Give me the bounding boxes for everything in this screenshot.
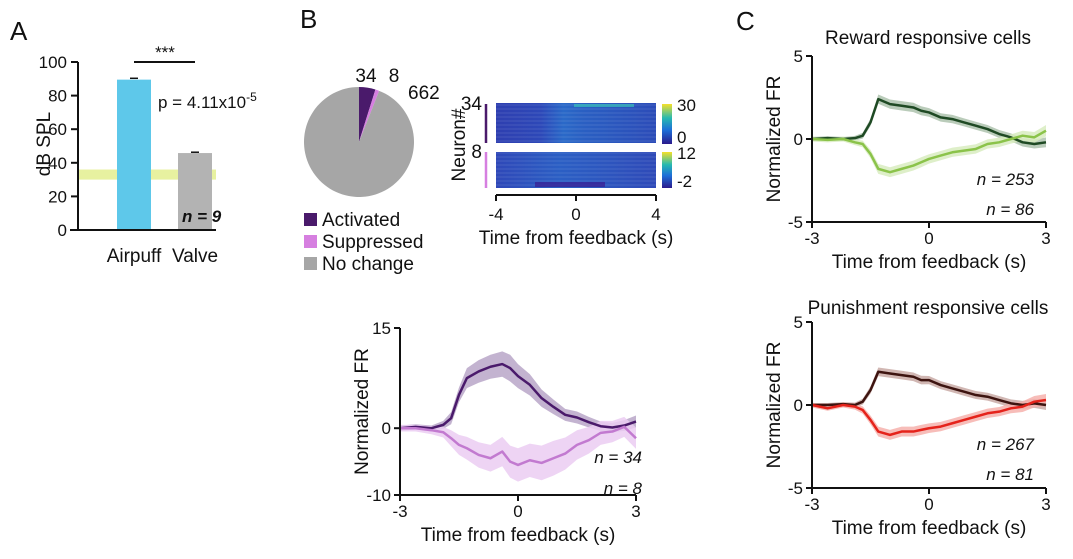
p-value-base: p = 4.11x10 [158, 93, 246, 112]
series-label: n = 34 [594, 448, 642, 467]
legend-swatch [304, 213, 317, 226]
bar-airpuff [117, 79, 151, 230]
y-tick-label: 60 [48, 120, 67, 139]
series-label: n = 8 [604, 479, 643, 498]
y-tick-label: 40 [48, 154, 67, 173]
y-axis-label: Normalized FR [764, 342, 785, 469]
y-tick-label: -10 [366, 486, 391, 505]
x-tick-label: -3 [804, 229, 819, 248]
panel-letter-b: B [300, 4, 317, 34]
x-tick-label: -3 [392, 502, 407, 521]
sem-band-0 [400, 351, 636, 433]
y-tick-label: -5 [788, 479, 803, 498]
y-tick-label: 5 [794, 47, 803, 66]
heatmap-texture [496, 103, 656, 143]
significance-stars: *** [155, 43, 175, 62]
heatmap-dip [535, 182, 605, 187]
y-tick-label: 20 [48, 187, 67, 206]
panel-c-reward-plot: n = 253 n = 86 5 0 -5-3 0 3 Time from feedback … [764, 28, 1051, 273]
legend-swatch [304, 257, 317, 270]
y-tick-label: 0 [794, 396, 803, 415]
series-line-0 [399, 362, 637, 430]
x-tick-label: 3 [1041, 229, 1050, 248]
x-tick-label: -4 [488, 205, 503, 224]
n-label: n = 9 [182, 207, 222, 226]
bar-valve [178, 153, 212, 230]
sem-band-0 [812, 367, 1046, 410]
panel-c-punishment-plot: n = 267 n = 81 5 0 -5-3 0 3 Time from feedback … [764, 298, 1051, 539]
pie-slice-no-change [303, 87, 414, 197]
series-label: n = 86 [986, 200, 1034, 219]
category-label: Airpuff [107, 246, 162, 267]
pie-value-label: 8 [389, 66, 400, 87]
series-line-1 [811, 398, 1047, 437]
x-axis-label: Time from feedback (s) [479, 228, 674, 249]
series-label: n = 253 [977, 170, 1035, 189]
series-label: n = 267 [977, 435, 1035, 454]
x-tick-label: 0 [924, 229, 933, 248]
y-axis-label: Normalized FR [352, 348, 373, 475]
p-value: p = 4.11x10-5 [158, 90, 257, 112]
colorbar-max: 30 [677, 96, 696, 115]
x-tick-label: 4 [651, 205, 660, 224]
panel-letter-c: C [736, 6, 755, 36]
colorbar-min: 0 [677, 128, 686, 147]
y-tick-label: 15 [372, 319, 391, 338]
category-label: Valve [172, 246, 218, 267]
x-tick-label: 0 [571, 205, 580, 224]
y-tick-label: 100 [39, 53, 67, 72]
sem-band-1 [812, 394, 1046, 440]
y-tick-label: 80 [48, 87, 67, 106]
y-axis-label: Normalized FR [764, 76, 785, 203]
x-tick-label: 0 [924, 495, 933, 514]
series-line-0 [811, 97, 1047, 146]
y-tick-label: 5 [794, 313, 803, 332]
row-label-activated: 34 [461, 94, 483, 115]
pie-value-label: 662 [408, 83, 440, 104]
legend-label: No change [322, 254, 414, 275]
series-line-1 [811, 129, 1047, 174]
x-tick-label: 3 [1041, 495, 1050, 514]
panel-letter-a: A [10, 16, 28, 46]
colorbar-min: -2 [677, 172, 692, 191]
sem-band-1 [400, 416, 636, 482]
legend-swatch [304, 235, 317, 248]
x-tick-label: 0 [513, 502, 522, 521]
x-axis-label: Time from feedback (s) [832, 252, 1027, 273]
p-value-exponent: -5 [246, 90, 257, 104]
legend-label: Activated [322, 210, 400, 231]
x-axis-label: Time from feedback (s) [421, 525, 616, 546]
legend-label: Suppressed [322, 232, 423, 253]
row-label-suppressed: 8 [471, 142, 482, 163]
pie-value-label: 34 [355, 66, 377, 87]
series-line-1 [400, 425, 637, 467]
panel-b-trace-plot: n = 34 n = 8 15 0 -10-3 0 3 Time from feedback … [352, 319, 643, 546]
x-tick-label: 3 [631, 502, 640, 521]
y-tick-label: 0 [794, 130, 803, 149]
panel-a-bar-chart: Airpuff Valve 0 20 40 60 80 100 dB SPL *** p = 4.1… [34, 43, 257, 267]
x-axis-label: Time from feedback (s) [832, 518, 1027, 539]
pie-slice-suppressed [359, 89, 380, 142]
y-tick-label: 0 [382, 419, 391, 438]
pie-slice-activated [359, 87, 376, 142]
y-tick-label: 0 [58, 221, 67, 240]
colorbar [662, 152, 672, 188]
plot-title: Reward responsive cells [825, 28, 1031, 49]
y-tick-label: -5 [788, 213, 803, 232]
heatmap-response [574, 104, 634, 107]
y-axis-label: Neuron# [449, 108, 470, 181]
series-label: n = 81 [986, 465, 1034, 484]
x-tick-label: -3 [804, 495, 819, 514]
y-axis-label: dB SPL [34, 112, 55, 176]
plot-title: Punishment responsive cells [808, 298, 1049, 319]
colorbar [662, 104, 672, 144]
colorbar-max: 12 [677, 144, 696, 163]
series-line-0 [812, 370, 1047, 407]
